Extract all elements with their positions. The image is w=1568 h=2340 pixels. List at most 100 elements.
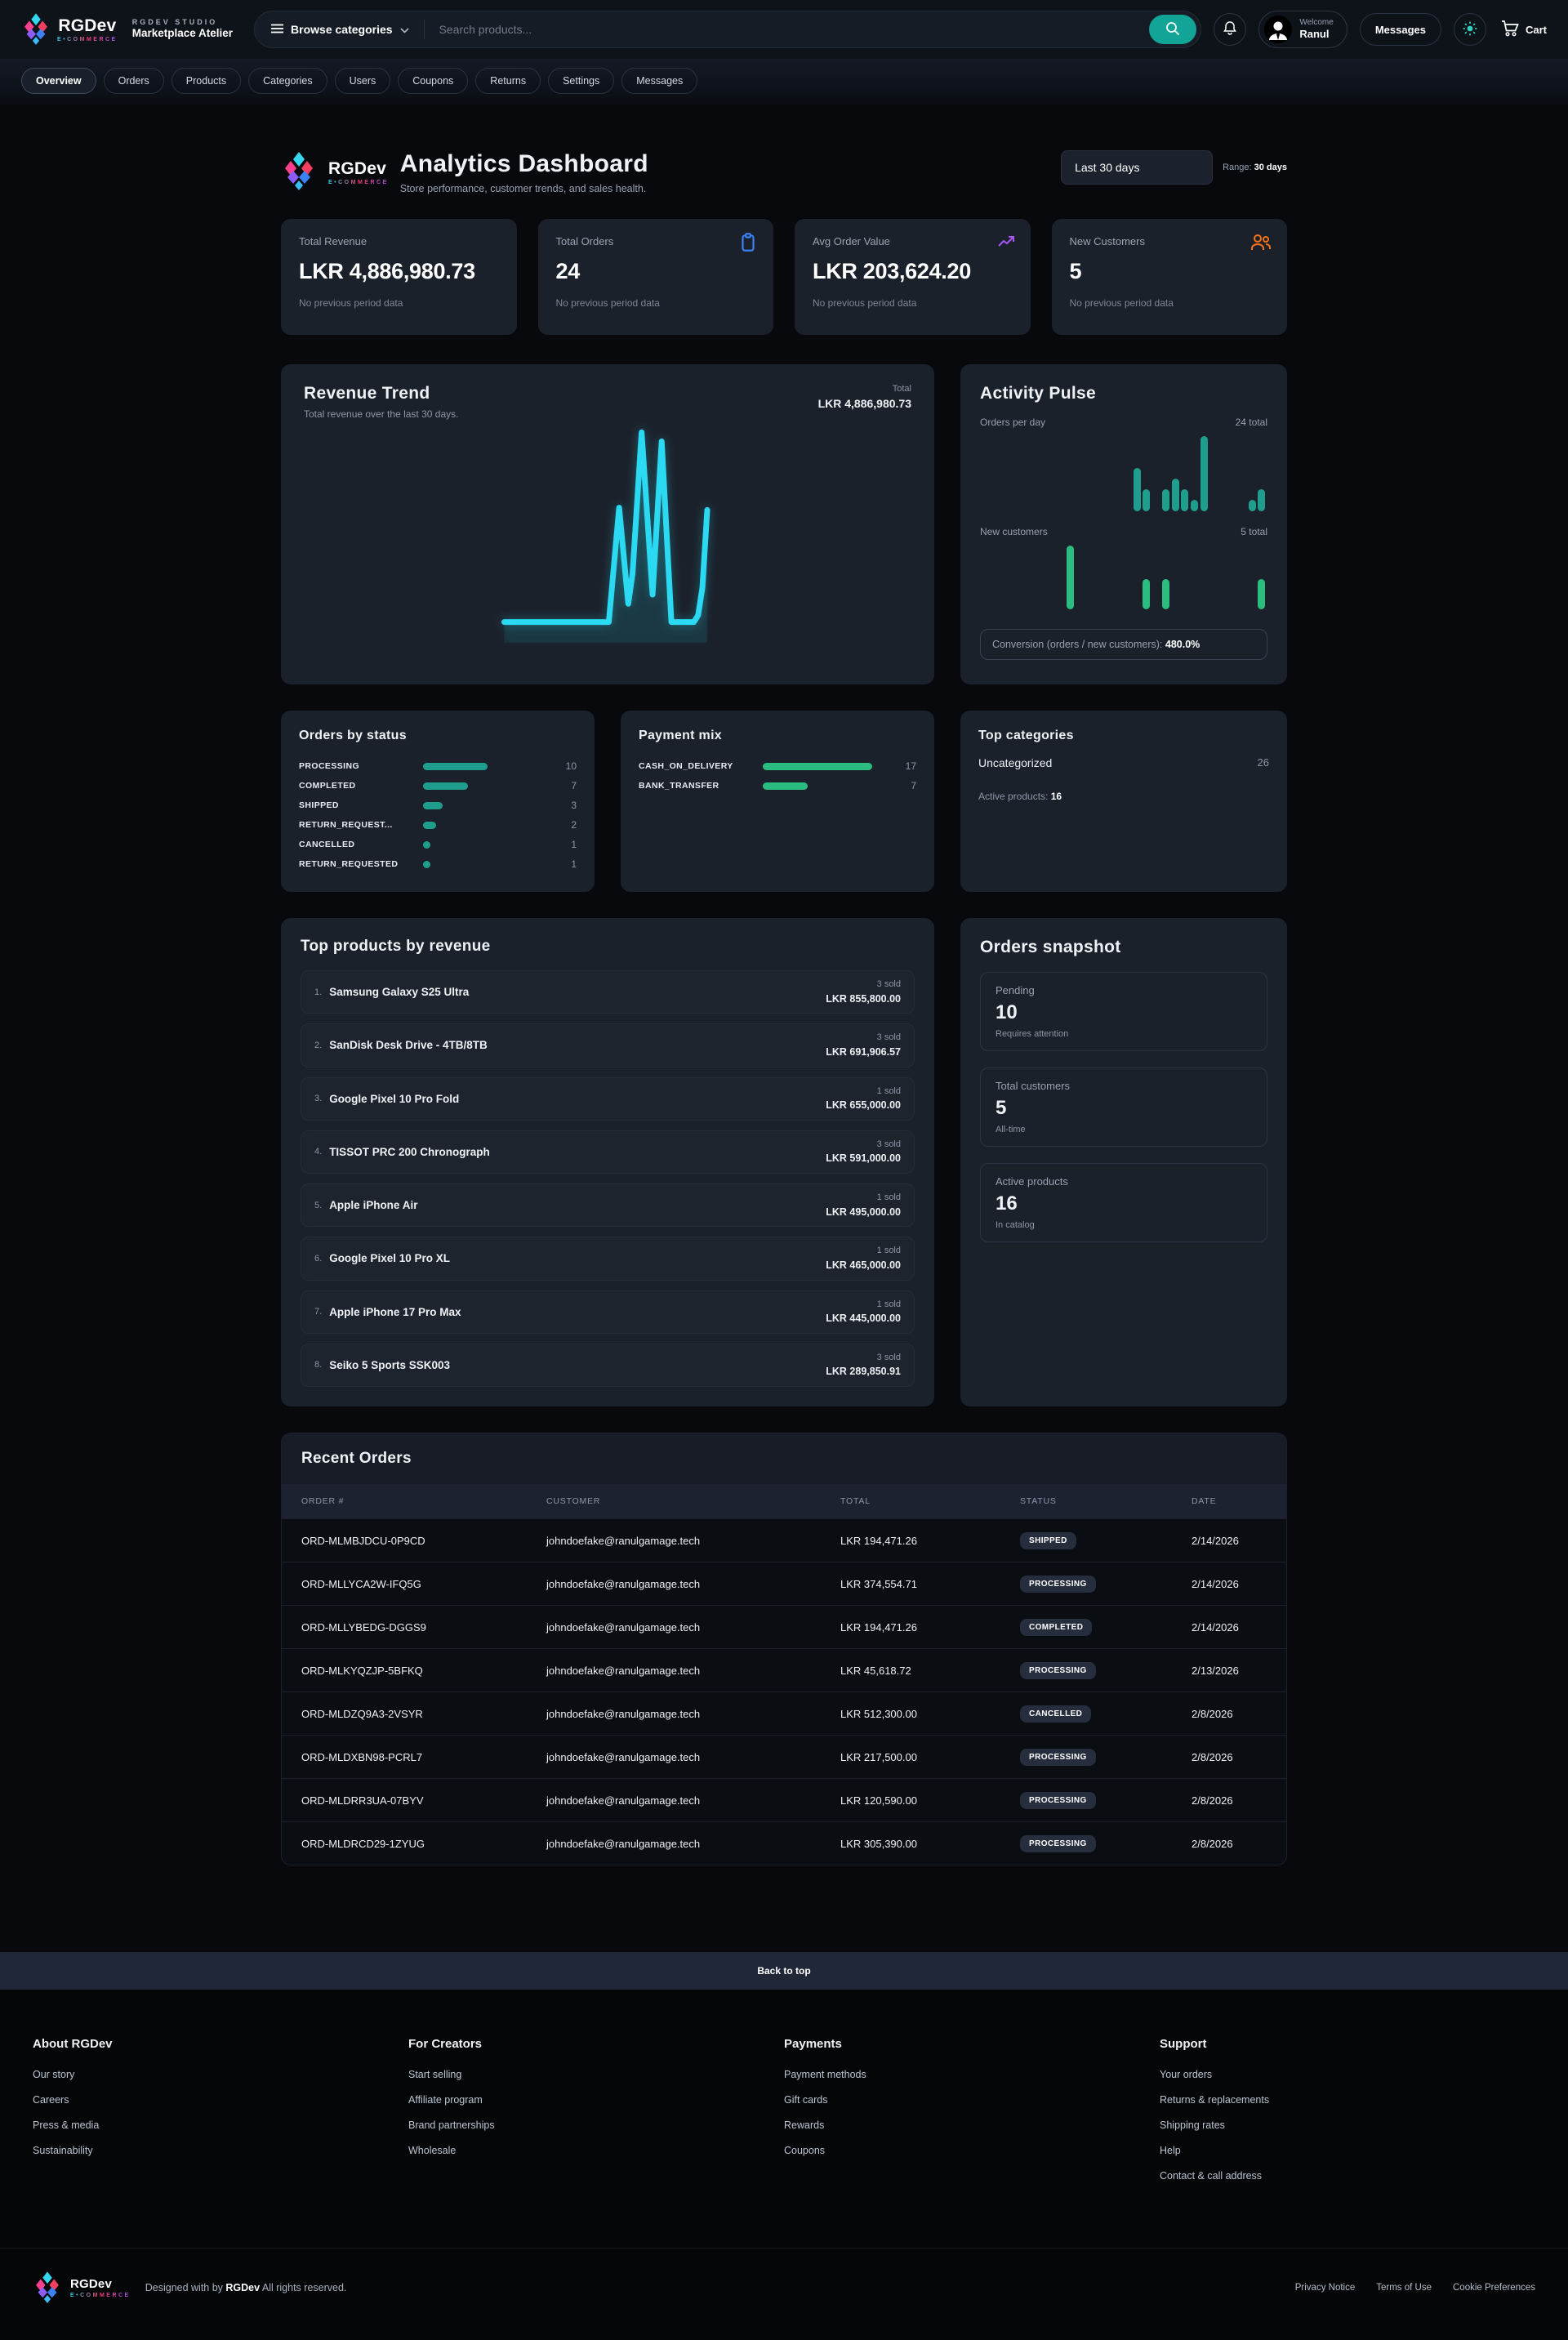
hamburger-icon — [271, 23, 283, 36]
snapshot-sub: Requires attention — [996, 1029, 1252, 1039]
footer-link-returns-replacements[interactable]: Returns & replacements — [1160, 2094, 1535, 2106]
messages-button[interactable]: Messages — [1360, 13, 1441, 46]
footer-link-rewards[interactable]: Rewards — [784, 2119, 1160, 2131]
footer-link-our-story[interactable]: Our story — [33, 2069, 408, 2080]
cart-button[interactable]: Cart — [1501, 20, 1547, 39]
footer-link-careers[interactable]: Careers — [33, 2094, 408, 2106]
tab-overview[interactable]: Overview — [21, 68, 96, 94]
tab-products[interactable]: Products — [172, 68, 241, 94]
footer-link-wholesale[interactable]: Wholesale — [408, 2145, 784, 2156]
order-status-cell: PROCESSING — [1020, 1662, 1192, 1679]
bar-value: 7 — [911, 780, 916, 791]
product-stats: 3 soldLKR 855,800.00 — [826, 978, 901, 1006]
orders-snapshot-title: Orders snapshot — [980, 938, 1267, 957]
order-row: ORD-MLDZQ9A3-2VSYRjohndoefake@ranulgamag… — [282, 1691, 1286, 1735]
order-date: 2/14/2026 — [1192, 1621, 1267, 1634]
search-input[interactable] — [439, 23, 1150, 36]
bar-label: CANCELLED — [299, 840, 423, 849]
theme-toggle-button[interactable] — [1454, 13, 1486, 46]
copyright-text: Designed with by RGDev All rights reserv… — [145, 2282, 347, 2293]
order-customer: johndoefake@ranulgamage.tech — [546, 1751, 840, 1763]
order-date: 2/14/2026 — [1192, 1535, 1267, 1547]
date-range-select[interactable]: Last 30 days — [1061, 150, 1213, 185]
orders-day-bar — [1249, 500, 1256, 511]
bar — [423, 782, 468, 790]
recent-orders-title: Recent Orders — [301, 1450, 1267, 1468]
footer-link-gift-cards[interactable]: Gift cards — [784, 2094, 1160, 2106]
brand-tagline: E•COMMERCE — [328, 180, 389, 185]
order-row: ORD-MLDRR3UA-07BYVjohndoefake@ranulgamag… — [282, 1778, 1286, 1821]
product-revenue: LKR 655,000.00 — [826, 1098, 901, 1113]
brand-logo[interactable]: RGDev E•COMMERCE — [21, 11, 118, 47]
product-stats: 3 soldLKR 591,000.00 — [826, 1138, 901, 1166]
footer-link-brand-partnerships[interactable]: Brand partnerships — [408, 2119, 784, 2131]
new-customer-bar — [1258, 579, 1265, 609]
product-sold: 1 sold — [826, 1298, 901, 1312]
footer-link-start-selling[interactable]: Start selling — [408, 2069, 784, 2080]
orders-day-bar — [1181, 489, 1188, 511]
orders-day-bar — [1162, 489, 1169, 511]
footer-link-contact-call-address[interactable]: Contact & call address — [1160, 2170, 1535, 2182]
bar-value: 1 — [571, 858, 577, 870]
back-to-top-button[interactable]: Back to top — [0, 1952, 1568, 1990]
new-customers-label: New customers — [980, 526, 1048, 537]
tab-messages[interactable]: Messages — [621, 68, 697, 94]
footer-link-sustainability[interactable]: Sustainability — [33, 2145, 408, 2156]
product-stats: 1 soldLKR 445,000.00 — [826, 1298, 901, 1326]
recent-orders-card: Recent Orders ORDER #CUSTOMERTOTALSTATUS… — [281, 1433, 1287, 1865]
product-stats: 1 soldLKR 495,000.00 — [826, 1191, 901, 1219]
bar — [423, 861, 430, 868]
order-total: LKR 217,500.00 — [840, 1751, 1020, 1763]
browse-categories-button[interactable]: Browse categories — [271, 23, 409, 36]
footer-link-payment-methods[interactable]: Payment methods — [784, 2069, 1160, 2080]
notifications-button[interactable] — [1214, 13, 1246, 46]
tab-settings[interactable]: Settings — [548, 68, 614, 94]
revenue-trend-card: Revenue Trend Total revenue over the las… — [281, 364, 934, 684]
category-count: 26 — [1258, 756, 1269, 769]
order-total: LKR 45,618.72 — [840, 1665, 1020, 1677]
status-bar-row: RETURN_REQUESTED1 — [299, 854, 577, 874]
order-total: LKR 512,300.00 — [840, 1708, 1020, 1720]
footer-link-your-orders[interactable]: Your orders — [1160, 2069, 1535, 2080]
tab-users[interactable]: Users — [335, 68, 391, 94]
footer-link-coupons[interactable]: Coupons — [784, 2145, 1160, 2156]
footer-link-help[interactable]: Help — [1160, 2145, 1535, 2156]
bar-value: 2 — [571, 819, 577, 831]
admin-tab-bar: Overview Orders Products Categories Users Cou… — [0, 59, 1568, 105]
rgdev-logo-icon — [21, 11, 51, 47]
activity-pulse-title: Activity Pulse — [980, 384, 1267, 403]
footer-link-affiliate-program[interactable]: Affiliate program — [408, 2094, 784, 2106]
orders-by-status-title: Orders by status — [299, 729, 577, 743]
dashboard-header: RGDev E•COMMERCE Analytics Dashboard Sto… — [281, 150, 1287, 194]
tab-categories[interactable]: Categories — [248, 68, 327, 94]
payment-mix-card: Payment mix CASH_ON_DELIVERY17BANK_TRANS… — [621, 711, 934, 892]
new-customer-bar — [1067, 546, 1074, 609]
tab-coupons[interactable]: Coupons — [398, 68, 468, 94]
recent-orders-header-row: ORDER #CUSTOMERTOTALSTATUSDATE — [282, 1484, 1286, 1518]
stat-value: 24 — [556, 259, 756, 284]
footer-link-shipping-rates[interactable]: Shipping rates — [1160, 2119, 1535, 2131]
legal-link-privacy-notice[interactable]: Privacy Notice — [1295, 2283, 1356, 2293]
legal-link-cookie-preferences[interactable]: Cookie Preferences — [1453, 2283, 1535, 2293]
orders-per-day-total: 24 total — [1236, 417, 1267, 428]
order-row: ORD-MLDRCD29-1ZYUGjohndoefake@ranulgamag… — [282, 1821, 1286, 1865]
bar-value: 3 — [571, 800, 577, 811]
stat-value: LKR 203,624.20 — [813, 259, 1013, 284]
search-button[interactable] — [1149, 15, 1196, 44]
category-row: Uncategorized 26 — [978, 756, 1269, 769]
product-row: 3.Google Pixel 10 Pro Fold1 soldLKR 655,… — [301, 1077, 915, 1121]
footer-link-press-media[interactable]: Press & media — [33, 2119, 408, 2131]
stat-card-avg-order-value: Avg Order ValueLKR 203,624.20No previous… — [795, 219, 1031, 335]
tab-orders[interactable]: Orders — [104, 68, 164, 94]
orders-per-day-label: Orders per day — [980, 417, 1045, 428]
conversion-note: Conversion (orders / new customers): 480… — [980, 629, 1267, 660]
order-id: ORD-MLLYCA2W-IFQ5G — [301, 1578, 546, 1590]
product-sold: 3 sold — [826, 1031, 901, 1045]
snapshot-value: 16 — [996, 1192, 1252, 1215]
footer-heading: Support — [1160, 2037, 1535, 2051]
order-status-cell: PROCESSING — [1020, 1792, 1192, 1809]
account-button[interactable]: Welcome Ranul — [1258, 11, 1348, 48]
legal-link-terms-of-use[interactable]: Terms of Use — [1376, 2283, 1432, 2293]
tab-returns[interactable]: Returns — [475, 68, 541, 94]
product-sold: 1 sold — [826, 1191, 901, 1205]
